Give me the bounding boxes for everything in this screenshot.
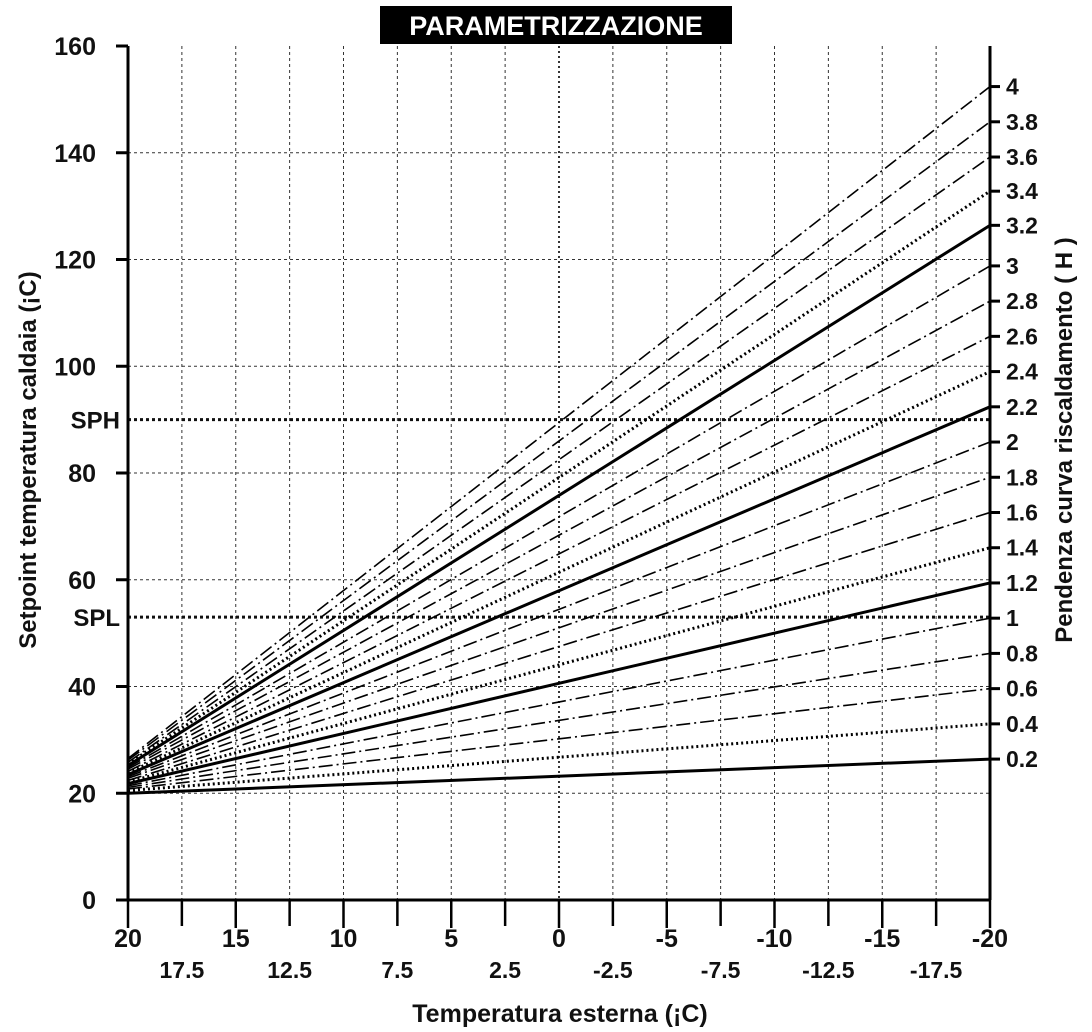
- slope-label: 1: [1006, 605, 1019, 631]
- slope-label: 4: [1006, 74, 1019, 100]
- slope-label: 2.6: [1006, 323, 1038, 349]
- series-line-h-2-4: [127, 370, 991, 775]
- y-tick-label: 140: [54, 140, 96, 168]
- y-tick-label: 80: [68, 460, 96, 488]
- y-tick-label: 100: [54, 353, 96, 381]
- x-tick-label-major: -10: [756, 925, 792, 953]
- series-line-h-1: [127, 617, 991, 787]
- series-line-h-3-2: [127, 224, 991, 767]
- series-line-h-2-6: [127, 335, 991, 773]
- slope-label: 3.8: [1006, 109, 1038, 135]
- y-tick-label: 60: [68, 567, 96, 595]
- y-tick-label: 160: [54, 33, 96, 61]
- reference-label-spl: SPL: [73, 605, 120, 632]
- y2-axis-label: Pendenza curva riscaldamento ( H ): [1051, 237, 1078, 642]
- x-tick-label-minor: 12.5: [267, 957, 312, 983]
- series-line-h-1-6: [127, 511, 991, 782]
- reference-label-sph: SPH: [71, 408, 120, 435]
- x-axis-label: Temperatura esterna (¡C): [412, 1000, 707, 1028]
- x-tick-label-major: -5: [656, 925, 678, 953]
- grid: [128, 46, 990, 900]
- x-tick-label-minor: -12.5: [802, 957, 855, 983]
- series-line-h-3: [127, 265, 991, 769]
- x-tick-label-major: 10: [330, 925, 358, 953]
- series-line-h-0-4: [127, 722, 991, 793]
- slope-label: 2.2: [1006, 394, 1038, 420]
- series-line-h-4: [127, 85, 991, 760]
- slope-label: 2: [1006, 429, 1019, 455]
- slope-label: 3.4: [1006, 178, 1038, 204]
- slope-label: 0.2: [1006, 746, 1038, 772]
- y-axis-label: Setpoint temperatura caldaia (¡C): [15, 271, 42, 648]
- x-tick-label-major: -20: [972, 925, 1008, 953]
- series-line-h-1-2: [127, 581, 991, 786]
- series-line-h-2-8: [127, 300, 991, 770]
- x-tick-label-major: -15: [864, 925, 900, 953]
- x-tick-label-major: 20: [114, 925, 142, 953]
- slope-label: 1.6: [1006, 499, 1038, 525]
- series-line-h-0-6: [127, 687, 991, 790]
- x-tick-label-minor: 7.5: [381, 957, 413, 983]
- slope-label: 1.8: [1006, 464, 1038, 490]
- slope-label: 0.8: [1006, 640, 1038, 666]
- series-line-h-2-2: [127, 405, 991, 776]
- series-line-h-1-8: [127, 476, 991, 780]
- slope-label: 0.4: [1006, 711, 1038, 737]
- slope-label: 3: [1006, 253, 1019, 279]
- curve-series: 0.2 0.4 0.6 0.8 1 1.2 1.4 1.6 1.8 2 2.2 2.4 2.6 2.8 3 3…: [127, 74, 1038, 795]
- x-tick-label-minor: -2.5: [593, 957, 633, 983]
- x-tick-label-major: 5: [444, 925, 458, 953]
- slope-label: 3.6: [1006, 144, 1038, 170]
- slope-label: 3.2: [1006, 212, 1038, 238]
- series-line-h-3-6: [127, 156, 991, 763]
- series-line-h-2: [127, 441, 991, 778]
- slope-label: 1.2: [1006, 570, 1038, 596]
- y-tick-label: 120: [54, 247, 96, 275]
- x-tick-label-minor: -17.5: [910, 957, 963, 983]
- reference-lines: SPH SPL: [71, 408, 990, 632]
- x-tick-label-minor: -7.5: [701, 957, 741, 983]
- slope-label: 2.4: [1006, 359, 1038, 385]
- x-tick-label-minor: 2.5: [489, 957, 521, 983]
- slope-label: 2.8: [1006, 288, 1038, 314]
- y-tick-label: 40: [68, 674, 96, 702]
- slope-label: 0.6: [1006, 676, 1038, 702]
- x-tick-label-major: 0: [552, 925, 566, 953]
- series-line-h-3-8: [127, 121, 991, 761]
- y-tick-label: 20: [68, 780, 96, 808]
- axes: 0 20 40 60 80 100 120 140 160 20 15 10 5 0 -5 -10 -15 -20…: [54, 33, 1008, 983]
- chart-title: PARAMETRIZZAZIONE: [409, 11, 702, 41]
- y-tick-label: 0: [82, 887, 96, 915]
- x-tick-label-major: 15: [222, 925, 250, 953]
- series-line-h-0-2: [127, 757, 991, 795]
- series-line-h-0-8: [127, 652, 991, 789]
- title-box: [380, 6, 732, 44]
- x-tick-label-minor: 17.5: [159, 957, 204, 983]
- slope-label: 1.4: [1006, 535, 1038, 561]
- series-line-h-1-4: [127, 546, 991, 784]
